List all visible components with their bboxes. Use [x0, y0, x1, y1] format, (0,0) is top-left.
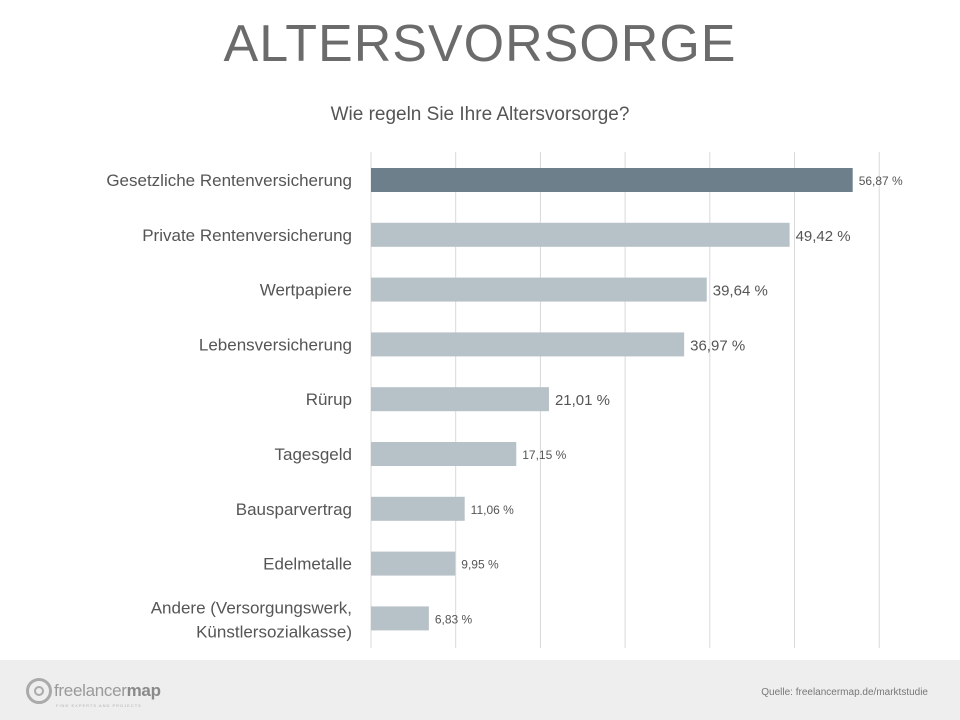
bar: [371, 222, 790, 247]
page-title: ALTERSVORSORGE: [223, 15, 737, 73]
logo-tagline: FIND EXPERTS AND PROJECTS: [56, 703, 142, 708]
logo-text: freelancermap: [54, 681, 161, 700]
category-label: Tagesgeld: [274, 445, 352, 464]
data-label: 56,87 %: [859, 174, 903, 188]
logo-mark-icon: [26, 678, 52, 704]
category-label: Gesetzliche Rentenversicherung: [106, 171, 352, 190]
bar: [371, 496, 465, 521]
bar: [371, 277, 707, 302]
bar-chart: 56,87 % Gesetzliche Rentenversicherung 49,…: [106, 152, 903, 648]
data-label: 49,42 %: [796, 228, 851, 245]
category-label: Andere (Versorgungswerk, Künstlersozialka…: [151, 598, 352, 641]
category-label: Rürup: [306, 390, 352, 409]
data-label: 11,06 %: [471, 503, 514, 517]
bar: [371, 606, 429, 631]
data-label: 9,95 %: [461, 558, 499, 572]
chart-subtitle: Wie regeln Sie Ihre Altersvorsorge?: [330, 104, 630, 125]
bar: [371, 442, 517, 466]
category-label: Bausparvertrag: [236, 500, 352, 519]
category-label: Edelmetalle: [263, 555, 352, 574]
data-label: 17,15 %: [522, 448, 566, 462]
freelancermap-logo: freelancermap FIND EXPERTS AND PROJECTS: [26, 676, 161, 708]
bar: [371, 551, 456, 576]
data-label: 39,64 %: [713, 283, 768, 300]
footer: freelancermap FIND EXPERTS AND PROJECTS …: [0, 660, 960, 720]
data-label: 36,97 %: [690, 337, 745, 354]
bar: [371, 332, 685, 357]
category-label: Lebensversicherung: [199, 335, 352, 354]
category-label: Private Rentenversicherung: [142, 226, 352, 245]
bar: [371, 387, 549, 412]
data-label: 6,83 %: [435, 612, 473, 626]
data-label: 21,01 %: [555, 392, 610, 409]
source-note: Quelle: freelancermap.de/marktstudie: [761, 687, 928, 698]
bar: [371, 168, 853, 192]
category-label: Wertpapiere: [260, 281, 352, 300]
